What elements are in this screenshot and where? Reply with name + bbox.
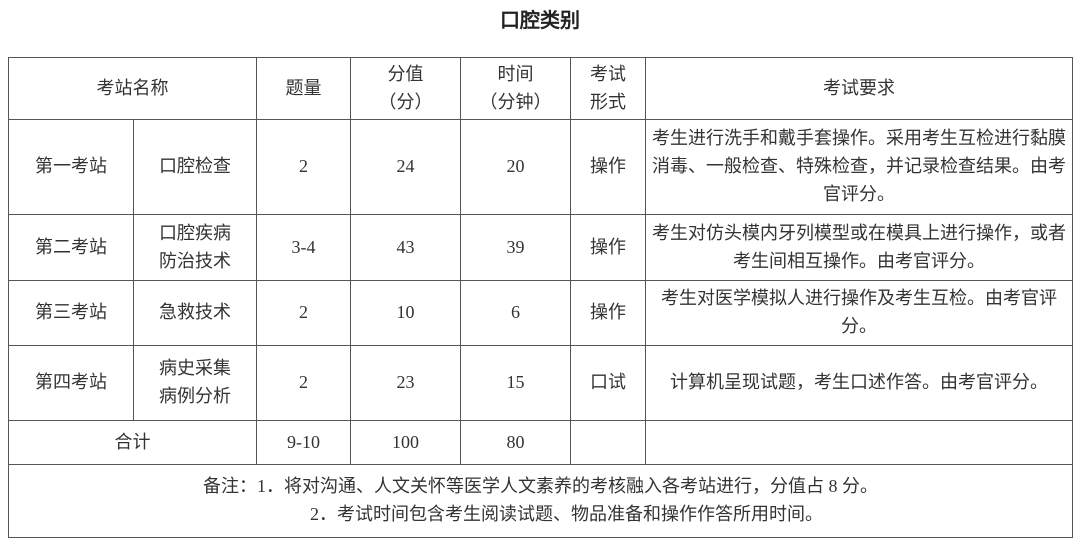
header-station-name: 考站名称 [8, 57, 257, 120]
station-score: 23 [350, 345, 461, 421]
station-score: 10 [350, 280, 461, 346]
station-format: 操作 [570, 119, 646, 215]
station-name: 急救技术 [133, 280, 257, 346]
table-row-station-4: 第四考站 病史采集 病例分析 2 23 15 口试 计算机呈现试题，考生口述作答… [8, 345, 1073, 421]
note-line-1: 备注：1．将对沟通、人文关怀等医学人文素养的考核融入各考站进行，分值占 8 分。 [203, 476, 878, 497]
table-row-notes: 备注：1．将对沟通、人文关怀等医学人文素养的考核融入各考站进行，分值占 8 分。… [8, 464, 1073, 538]
station-quantity: 3-4 [256, 214, 351, 281]
station-name: 口腔疾病 防治技术 [133, 214, 257, 281]
station-format: 操作 [570, 214, 646, 281]
station-score: 24 [350, 119, 461, 215]
station-score: 43 [350, 214, 461, 281]
station-label: 第四考站 [8, 345, 134, 421]
station-time: 20 [460, 119, 571, 215]
station-format: 操作 [570, 280, 646, 346]
table-row-station-2: 第二考站 口腔疾病 防治技术 3-4 43 39 操作 考生对仿头模内牙列模型或… [8, 214, 1073, 281]
station-quantity: 2 [256, 345, 351, 421]
header-format: 考试 形式 [570, 57, 646, 120]
exam-stations-table: 考站名称 题量 分值 （分） 时间 （分钟） 考试 形式 考试要求 第一考站 口… [8, 57, 1073, 538]
station-time: 39 [460, 214, 571, 281]
header-requirement: 考试要求 [645, 57, 1073, 120]
note-line-2: 2．考试时间包含考生阅读试题、物品准备和操作作答所用时间。 [310, 504, 823, 524]
total-label: 合计 [8, 420, 257, 465]
notes-cell: 备注：1．将对沟通、人文关怀等医学人文素养的考核融入各考站进行，分值占 8 分。… [8, 464, 1073, 538]
station-label: 第一考站 [8, 119, 134, 215]
table-row-station-1: 第一考站 口腔检查 2 24 20 操作 考生进行洗手和戴手套操作。采用考生互检… [8, 119, 1073, 215]
header-time: 时间 （分钟） [460, 57, 571, 120]
station-requirement: 考生进行洗手和戴手套操作。采用考生互检进行黏膜消毒、一般检查、特殊检查，并记录检… [645, 119, 1073, 215]
table-row-station-3: 第三考站 急救技术 2 10 6 操作 考生对医学模拟人进行操作及考生互检。由考… [8, 280, 1073, 346]
header-score: 分值 （分） [350, 57, 461, 120]
header-quantity: 题量 [256, 57, 351, 120]
station-requirement: 考生对仿头模内牙列模型或在模具上进行操作，或者考生间相互操作。由考官评分。 [645, 214, 1073, 281]
total-score: 100 [350, 420, 461, 465]
total-time: 80 [460, 420, 571, 465]
table-row-total: 合计 9-10 100 80 [8, 420, 1073, 465]
station-quantity: 2 [256, 119, 351, 215]
station-format: 口试 [570, 345, 646, 421]
station-name: 病史采集 病例分析 [133, 345, 257, 421]
station-name: 口腔检查 [133, 119, 257, 215]
total-quantity: 9-10 [256, 420, 351, 465]
page-title: 口腔类别 [500, 10, 580, 32]
table-header-row: 考站名称 题量 分值 （分） 时间 （分钟） 考试 形式 考试要求 [8, 57, 1073, 120]
station-label: 第二考站 [8, 214, 134, 281]
station-quantity: 2 [256, 280, 351, 346]
station-time: 6 [460, 280, 571, 346]
station-label: 第三考站 [8, 280, 134, 346]
station-requirement: 考生对医学模拟人进行操作及考生互检。由考官评分。 [645, 280, 1073, 346]
total-format [570, 420, 646, 465]
total-requirement [645, 420, 1073, 465]
station-time: 15 [460, 345, 571, 421]
station-requirement: 计算机呈现试题，考生口述作答。由考官评分。 [645, 345, 1073, 421]
